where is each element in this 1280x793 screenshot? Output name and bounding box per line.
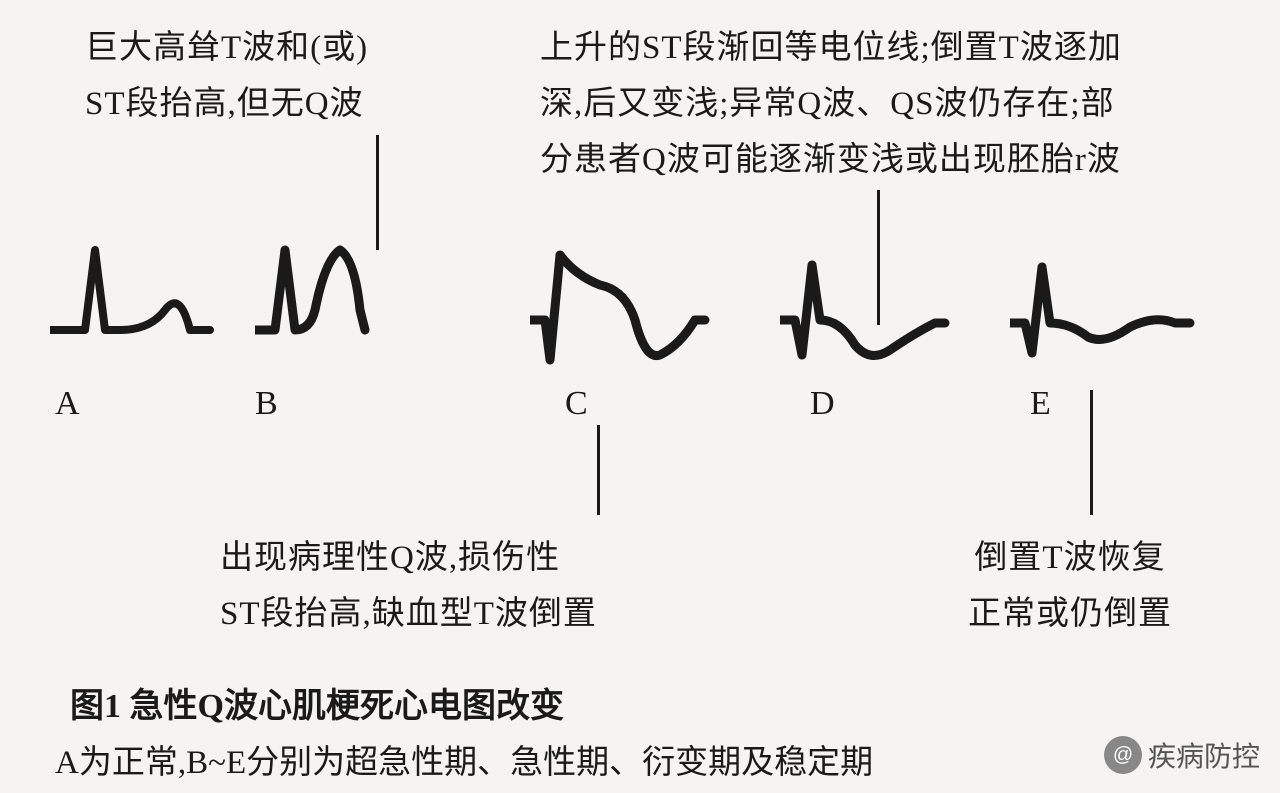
annotation-bottom-right: 倒置T波恢复 正常或仍倒置 [900, 530, 1240, 642]
wave-label-b: B [255, 385, 278, 423]
ecg-wave-d [780, 245, 955, 405]
annotation-top-left: 巨大高耸T波和(或) ST段抬高,但无Q波 [85, 20, 505, 132]
wave-label-a: A [55, 385, 80, 423]
watermark: @ 疾病防控 [1104, 735, 1260, 775]
ecg-wave-e [1010, 245, 1200, 405]
annotation-bottom-left: 出现病理性Q波,损伤性 ST段抬高,缺血型T波倒置 [220, 530, 680, 642]
pointer-c-down [597, 425, 600, 515]
wave-label-d: D [810, 385, 835, 423]
pointer-e-down [1090, 390, 1093, 515]
watermark-at-icon: @ [1113, 744, 1133, 767]
watermark-avatar-icon: @ [1104, 736, 1142, 774]
wave-label-e: E [1030, 385, 1051, 423]
pointer-b-up [376, 135, 379, 250]
annotation-top-right: 上升的ST段渐回等电位线;倒置T波逐加 深,后又变浅;异常Q波、QS波仍存在;部… [540, 20, 1270, 188]
ecg-wave-b [255, 240, 385, 390]
figure-subtitle: A为正常,B~E分别为超急性期、急性期、衍变期及稳定期 [55, 735, 873, 783]
figure-title: 图1 急性Q波心肌梗死心电图改变 [70, 678, 564, 727]
wave-label-c: C [565, 385, 588, 423]
ecg-wave-c [530, 240, 715, 400]
watermark-text: 疾病防控 [1148, 735, 1260, 775]
ecg-wave-a [50, 240, 220, 390]
